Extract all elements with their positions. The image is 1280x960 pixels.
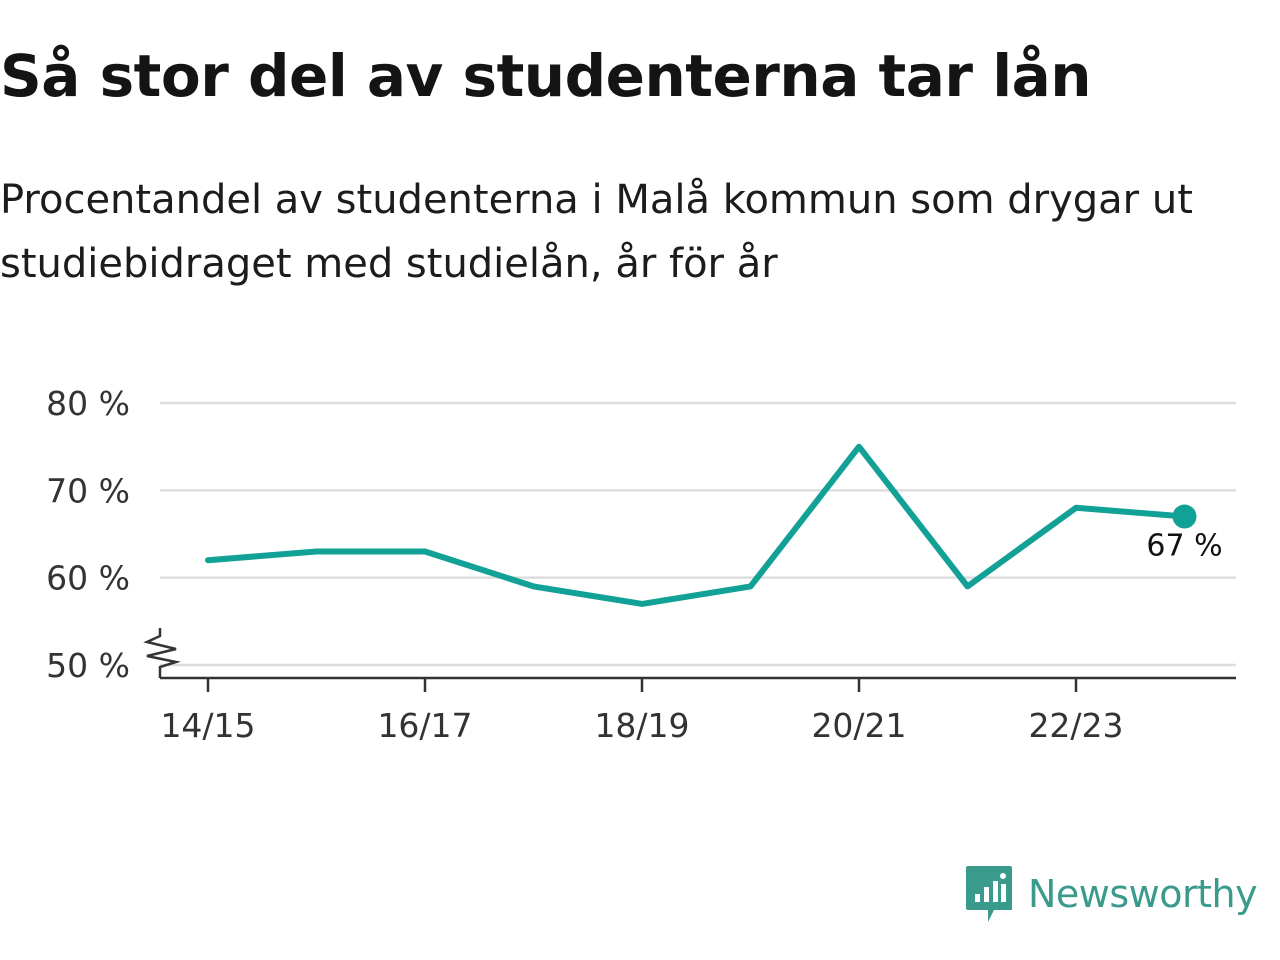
y-axis-break-mark xyxy=(143,628,181,678)
y-tick-label: 50 % xyxy=(46,646,130,685)
x-tick-label: 22/23 xyxy=(1028,706,1123,745)
y-tick-label: 60 % xyxy=(46,559,130,598)
x-tick-label: 14/15 xyxy=(160,706,255,745)
newsworthy-logo-icon xyxy=(966,866,1012,922)
y-tick-label: 70 % xyxy=(46,471,130,510)
chart-title: Så stor del av studenterna tar lån xyxy=(0,42,1092,110)
brand-name: Newsworthy xyxy=(1028,872,1258,916)
gridlines xyxy=(160,401,1236,667)
end-value-label: 67 % xyxy=(1146,529,1222,564)
y-tick-label: 80 % xyxy=(46,384,130,423)
y-axis-tick-labels: 50 % 60 % 70 % 80 % xyxy=(46,384,130,685)
brand-footer: Newsworthy xyxy=(964,862,1258,926)
x-axis-ticks: 14/15 16/17 18/19 20/21 22/23 xyxy=(160,678,1124,745)
end-point-marker xyxy=(1172,504,1197,529)
x-tick-label: 18/19 xyxy=(594,706,689,745)
x-tick-label: 16/17 xyxy=(377,706,472,745)
series-line xyxy=(205,443,1188,607)
x-tick-label: 20/21 xyxy=(811,706,906,745)
chart-subtitle: Procentandel av studenterna i Malå kommu… xyxy=(0,177,1193,287)
